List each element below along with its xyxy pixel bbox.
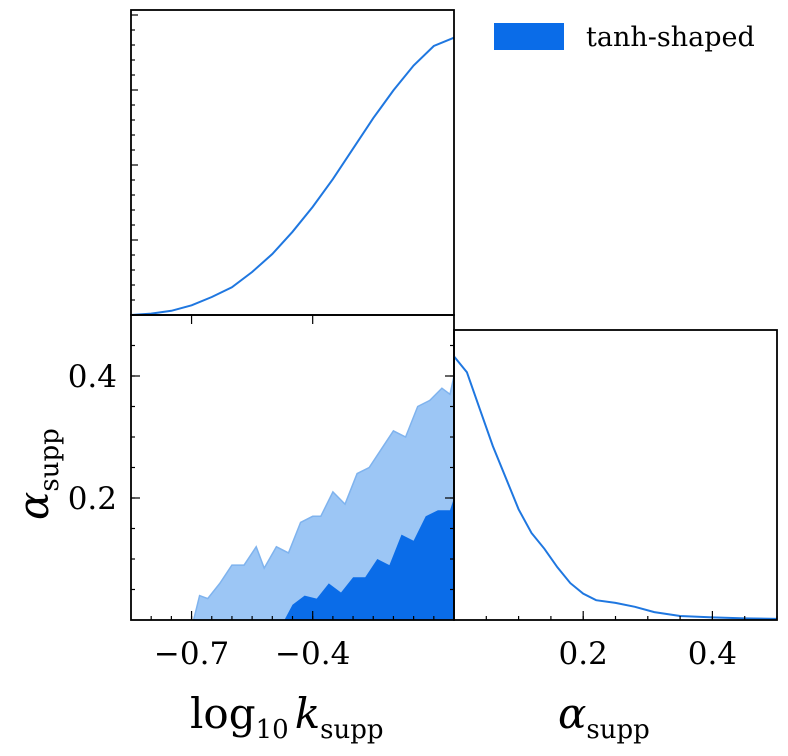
- xlabel-log: log: [190, 689, 256, 738]
- top-left-frame: [130, 9, 455, 316]
- legend-label: tanh-shaped: [586, 22, 755, 53]
- xlabel-k: k: [295, 689, 320, 738]
- bottom-right-panel: 0.2 0.4: [453, 329, 778, 672]
- br-xtick-label-1: 0.4: [688, 636, 737, 672]
- xlabel-alpha-sub: supp: [586, 715, 649, 745]
- top-left-ticks: [131, 14, 138, 301]
- xlabel-log-base: 10: [256, 715, 289, 745]
- bottom-left-panel: −0.7 −0.4 0.2 0.4: [68, 314, 455, 672]
- outer-credible-region: [192, 375, 455, 621]
- inner-credible-region: [284, 498, 454, 620]
- xlabel-k-sub: supp: [320, 715, 383, 745]
- legend-patch: [494, 23, 564, 50]
- bl-ytick-label-1: 0.4: [68, 359, 117, 395]
- bottom-left-ticks: [131, 314, 454, 620]
- bottom-right-ticks: [485, 611, 778, 620]
- ylabel-alpha-sub: supp: [35, 428, 65, 491]
- y-axis-label-alpha: αsupp: [9, 428, 65, 520]
- top-left-panel: [130, 9, 455, 316]
- x-axis-label-log-k: log10 ksupp: [190, 689, 384, 745]
- bottom-right-marginal-line: [453, 355, 778, 620]
- xlabel-alpha: α: [558, 689, 586, 738]
- br-xtick-label-0: 0.2: [559, 636, 608, 672]
- legend: tanh-shaped: [494, 22, 755, 53]
- x-axis-label-alpha: αsupp: [558, 689, 650, 745]
- bl-xtick-label-0: −0.7: [154, 636, 229, 672]
- top-left-marginal-line: [130, 36, 455, 316]
- bottom-right-frame: [453, 329, 778, 621]
- ylabel-alpha: α: [9, 492, 58, 520]
- bl-xtick-label-1: −0.4: [275, 636, 350, 672]
- bl-ytick-label-0: 0.2: [68, 481, 117, 517]
